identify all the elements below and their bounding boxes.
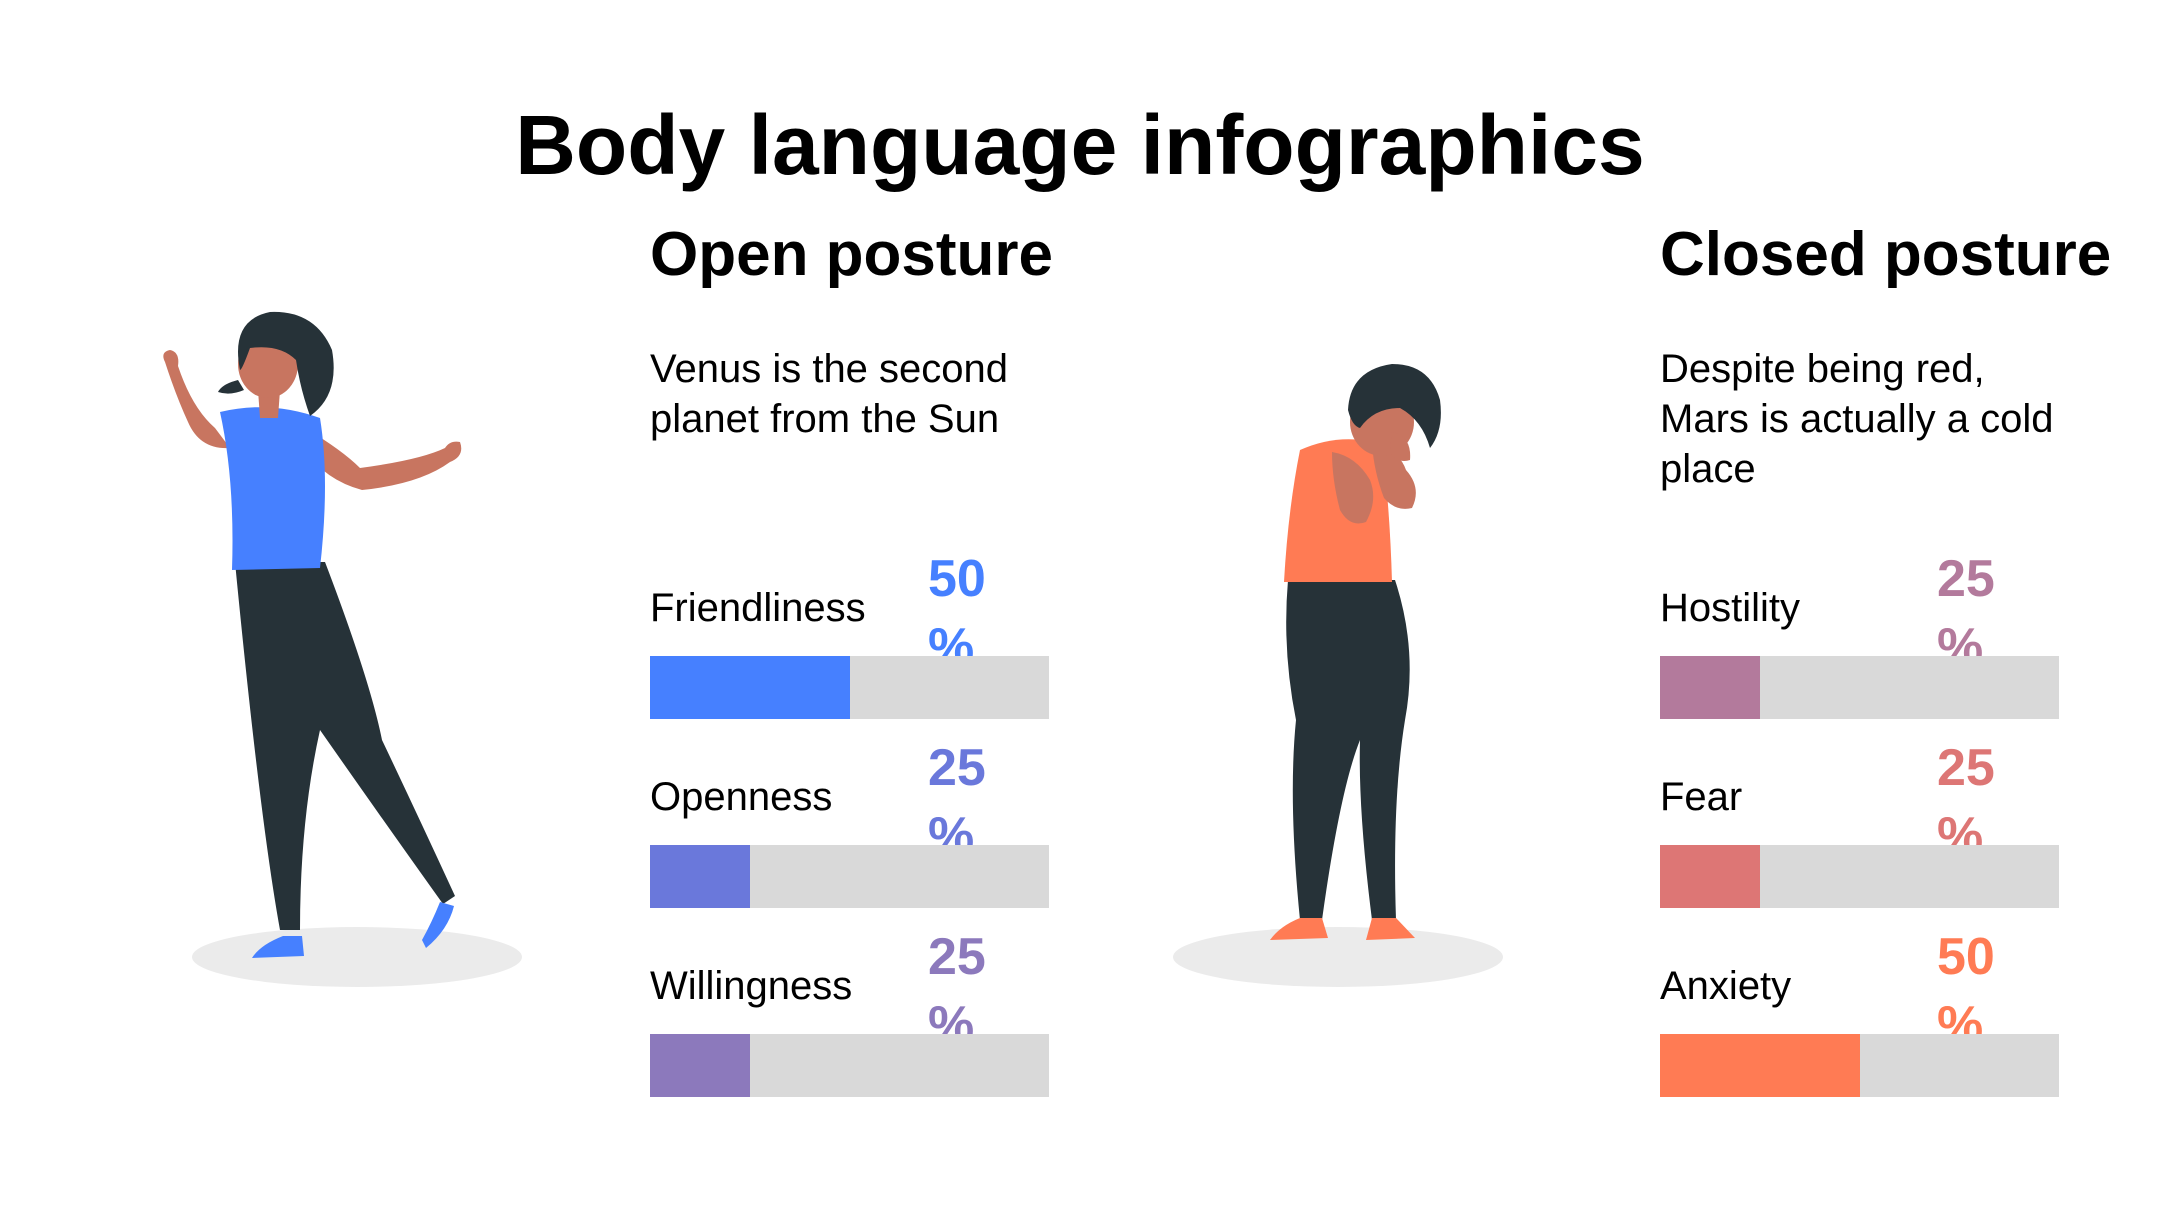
open-metric-bar-0 <box>650 656 1049 719</box>
closed-metric-bar-0 <box>1660 656 2059 719</box>
closed-metric-label-2: Anxiety <box>1660 964 1792 1008</box>
open-posture-heading: Open posture <box>650 220 1054 289</box>
closed-metric-label-0: Hostility <box>1660 586 1801 630</box>
closed-metric-bar-2 <box>1660 1034 2059 1097</box>
open-metric-bar-1 <box>650 845 1049 908</box>
closed-metric-bar-fill-2 <box>1660 1034 1860 1097</box>
open-metric-label-0: Friendliness <box>650 586 866 630</box>
closed-metric-label-1: Fear <box>1660 775 1743 819</box>
open-metric-bar-fill-2 <box>650 1034 750 1097</box>
closed-posture-description: Despite being red, Mars is actually a co… <box>1660 347 2054 491</box>
closed-posture-heading: Closed posture <box>1660 220 2112 289</box>
open-metric-label-1: Openness <box>650 775 833 819</box>
closed-metric-bar-1 <box>1660 845 2059 908</box>
closed-metric-bar-fill-0 <box>1660 656 1760 719</box>
open-posture-figure-icon <box>163 311 522 987</box>
open-metric-bar-fill-1 <box>650 845 750 908</box>
closed-metric-bar-fill-1 <box>1660 845 1760 908</box>
closed-posture-figure-icon <box>1173 364 1503 987</box>
page-title: Body language infographics <box>515 98 1645 192</box>
open-metric-label-2: Willingness <box>650 964 853 1008</box>
open-posture-description: Venus is the second planet from the Sun <box>650 347 1009 441</box>
open-metric-bar-2 <box>650 1034 1049 1097</box>
open-metric-bar-fill-0 <box>650 656 850 719</box>
open-metric-value-0: 50 % <box>928 550 986 676</box>
